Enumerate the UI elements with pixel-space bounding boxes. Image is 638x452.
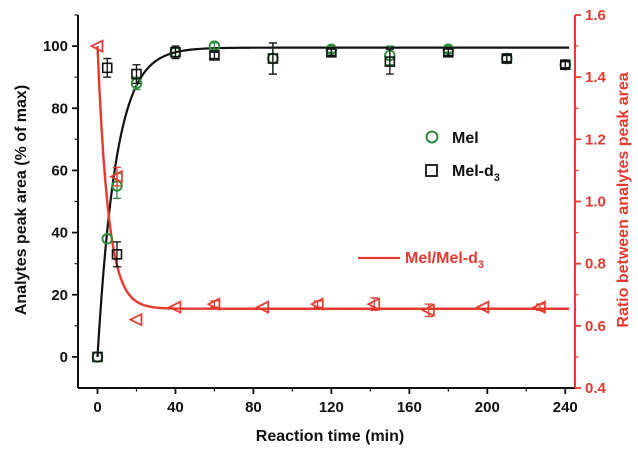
left-y-tick-label: 60 [51, 162, 68, 179]
point-mel-d3 [326, 46, 337, 58]
point-mel-d3 [92, 351, 103, 363]
point-mel-d3 [384, 56, 396, 67]
right-y-tick-label: 0.6 [585, 318, 606, 335]
point-ratio [128, 312, 143, 327]
left-y-tick-label: 0 [60, 349, 68, 366]
legend-marker-mel-d3 [425, 164, 438, 177]
point-mel-d3 [101, 62, 113, 74]
x-tick-label: 200 [475, 399, 500, 416]
x-tick-label: 120 [319, 399, 344, 416]
point-ratio [475, 300, 490, 315]
point-mel-d3 [111, 249, 123, 260]
left-y-tick-label: 20 [51, 287, 68, 304]
left-y-axis-title: Analytes peak area (% of max) [13, 85, 30, 315]
right-y-ticks: 0.4 0.6 0.8 1.0 1.2 1.4 1.6 [575, 7, 607, 397]
fit-curve-decay [96, 46, 570, 310]
right-y-tick-label: 1.4 [585, 69, 607, 86]
right-y-tick-label: 0.4 [585, 380, 607, 397]
point-mel-d3 [559, 59, 571, 71]
fit-curves [96, 46, 570, 357]
point-ratio [366, 297, 381, 311]
point-mel-d3 [501, 53, 513, 64]
x-tick-label: 80 [245, 399, 262, 416]
point-ratio [89, 39, 104, 53]
legend-label-ratio: Mel/Mel-d3 [405, 250, 484, 271]
x-tick-label: 160 [397, 399, 422, 416]
point-mel-d3 [170, 46, 181, 58]
right-y-tick-label: 1.0 [585, 194, 606, 211]
left-y-tick-label: 80 [51, 100, 68, 117]
point-ratio [420, 303, 435, 318]
point-mel-d3 [209, 50, 220, 61]
data-marks [89, 39, 572, 363]
axes [77, 15, 576, 389]
point-mel-d3 [267, 53, 279, 64]
left-y-tick-label: 100 [43, 38, 68, 55]
legend-marker-mel [425, 130, 439, 144]
legend: Mel Mel-d3 Mel/Mel-d3 [358, 130, 500, 271]
left-y-ticks: 0 20 40 60 80 100 [43, 14, 78, 366]
legend-sub-mel-d3: 3 [494, 172, 500, 184]
x-tick-label: 0 [93, 399, 101, 416]
right-y-tick-label: 1.2 [585, 131, 606, 148]
right-y-tick-label: 0.8 [585, 256, 606, 273]
point-ratio [109, 169, 123, 184]
point-ratio [167, 300, 182, 315]
x-ticks: 0 40 80 120 160 200 240 [93, 388, 578, 416]
left-y-tick-label: 40 [51, 225, 68, 242]
fit-curve-rise [96, 46, 570, 357]
x-axis-title: Reaction time (min) [256, 428, 404, 445]
point-ratio [206, 297, 221, 311]
right-y-axis-title: Ratio between analytes peak area [615, 72, 632, 327]
point-mel-d3 [443, 46, 454, 58]
point-ratio [309, 297, 324, 311]
legend-label-mel-d3: Mel-d3 [452, 163, 500, 184]
x-tick-label: 40 [167, 399, 184, 416]
x-tick-label: 240 [553, 399, 578, 416]
point-ratio [255, 300, 270, 315]
point-ratio [532, 300, 546, 315]
point-mel [101, 233, 113, 245]
right-y-tick-label: 1.6 [585, 7, 606, 24]
legend-label-mel: Mel [452, 130, 479, 147]
legend-sub-ratio: 3 [478, 259, 484, 271]
point-mel-d3 [131, 68, 142, 80]
